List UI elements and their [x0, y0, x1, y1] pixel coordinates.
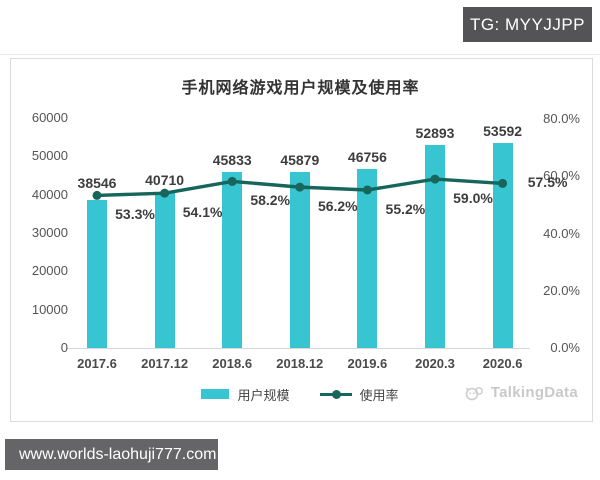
x-axis-label: 2020.6: [482, 356, 523, 371]
bar: [289, 172, 310, 348]
chart-title: 手机网络游戏用户规模及使用率: [181, 80, 420, 97]
bar: [357, 168, 378, 348]
right-axis-tick: 0.0%: [550, 340, 580, 355]
bar-value-label: 40710: [145, 171, 185, 188]
x-axis-line: [67, 348, 530, 349]
rate-label: 54.1%: [182, 204, 223, 221]
bar: [492, 142, 513, 348]
legend-bar-swatch: [201, 389, 230, 399]
tg-badge-label: TG: MYYJJPP: [469, 14, 586, 34]
rate-label: 56.2%: [317, 198, 358, 215]
top-divider: [0, 54, 600, 55]
left-axis-tick: 60000: [31, 110, 68, 125]
bar-value-label: 53592: [483, 122, 523, 139]
left-axis-tick: 30000: [31, 225, 68, 240]
x-axis-label: 2020.3: [415, 356, 455, 371]
bar: [154, 191, 175, 348]
bar: [425, 145, 445, 348]
url-badge: www.worlds-laohuji777.com: [5, 439, 218, 470]
legend-line-label: 使用率: [359, 387, 399, 403]
bar-value-label: 52893: [415, 125, 455, 142]
right-axis-tick: 60.0%: [543, 168, 580, 184]
left-axis-tick: 10000: [31, 301, 68, 317]
x-axis-label: 2018.6: [212, 356, 253, 371]
url-badge-label: www.worlds-laohuji777.com: [19, 445, 217, 463]
bar-value-label: 45879: [280, 152, 320, 169]
rate-label: 53.3%: [115, 206, 155, 223]
bar-value-label: 46756: [347, 148, 387, 165]
x-axis-label: 2017.12: [141, 356, 189, 371]
bar-value-label: 45833: [212, 152, 252, 169]
chart-legend: 用户规模 使用率: [150, 385, 450, 403]
right-axis-tick: 20.0%: [543, 282, 580, 298]
rate-label: 55.2%: [385, 200, 426, 217]
rate-label: 57.5%: [527, 174, 568, 191]
x-axis-label: 2017.6: [77, 356, 117, 371]
x-axis-label: 2018.12: [276, 356, 324, 371]
rate-label: 59.0%: [453, 190, 493, 207]
brand-label: TalkingData: [490, 384, 578, 401]
right-axis-tick: 40.0%: [543, 225, 580, 241]
legend-line-dot: [331, 390, 341, 399]
left-axis-tick: 0: [60, 340, 68, 355]
brand-logo: TalkingData: [464, 384, 578, 401]
legend-line-swatch: [319, 389, 352, 399]
left-axis-tick: 50000: [31, 148, 68, 164]
bar-value-label: 38546: [77, 175, 117, 192]
left-axis-tick: 40000: [31, 186, 68, 202]
legend-bar-label: 用户规模: [237, 387, 290, 403]
bar: [87, 200, 107, 348]
rate-label: 58.2%: [250, 192, 291, 209]
x-axis-label: 2019.6: [347, 356, 388, 371]
bar: [222, 172, 243, 348]
right-axis-tick: 80.0%: [543, 111, 580, 126]
left-axis-tick: 20000: [31, 263, 68, 279]
talkingdata-icon: [465, 386, 483, 400]
tg-badge: TG: MYYJJPP: [463, 7, 592, 42]
